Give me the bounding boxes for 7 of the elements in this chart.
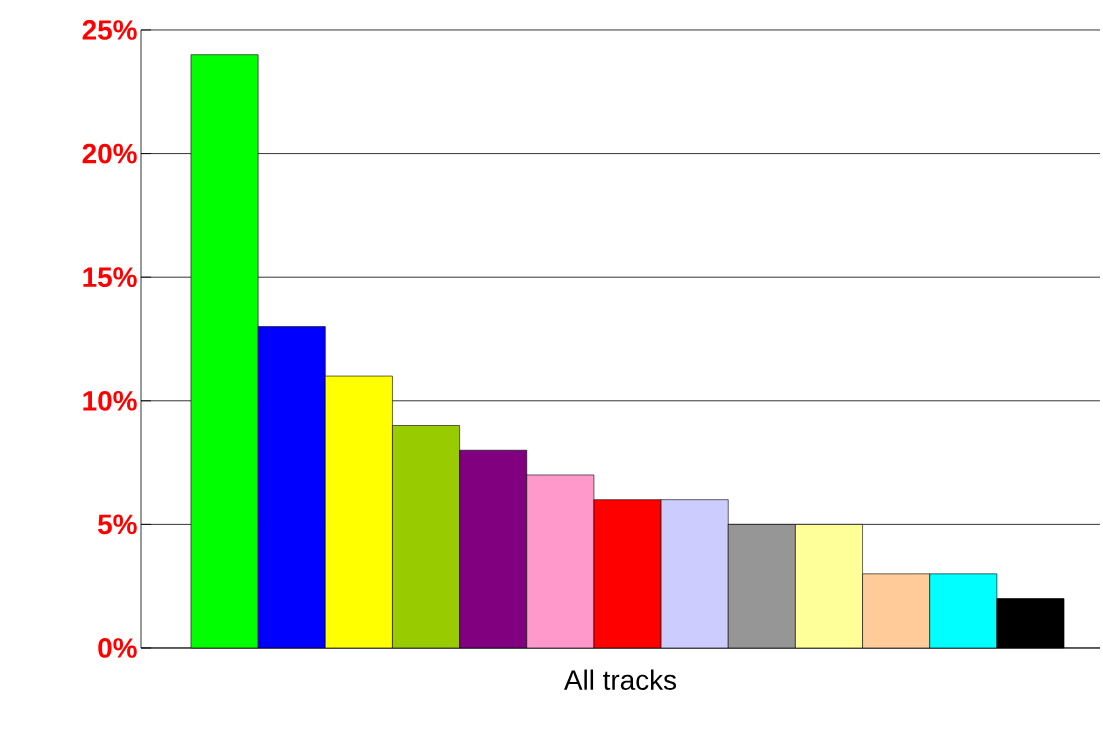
y-tick-label: 0% <box>98 638 137 658</box>
x-axis-title: All tracks <box>563 669 677 690</box>
y-tick-label: 25% <box>82 20 137 40</box>
y-tick-label: 5% <box>98 514 137 535</box>
y-tick-label: 20% <box>82 143 137 164</box>
y-tick-label: 15% <box>83 267 137 288</box>
y-tick-label: 10% <box>83 390 137 411</box>
